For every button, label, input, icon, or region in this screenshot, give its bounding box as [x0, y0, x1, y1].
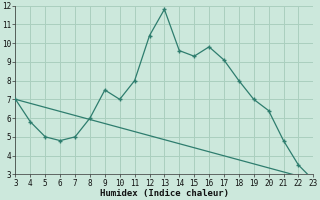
X-axis label: Humidex (Indice chaleur): Humidex (Indice chaleur)	[100, 189, 229, 198]
